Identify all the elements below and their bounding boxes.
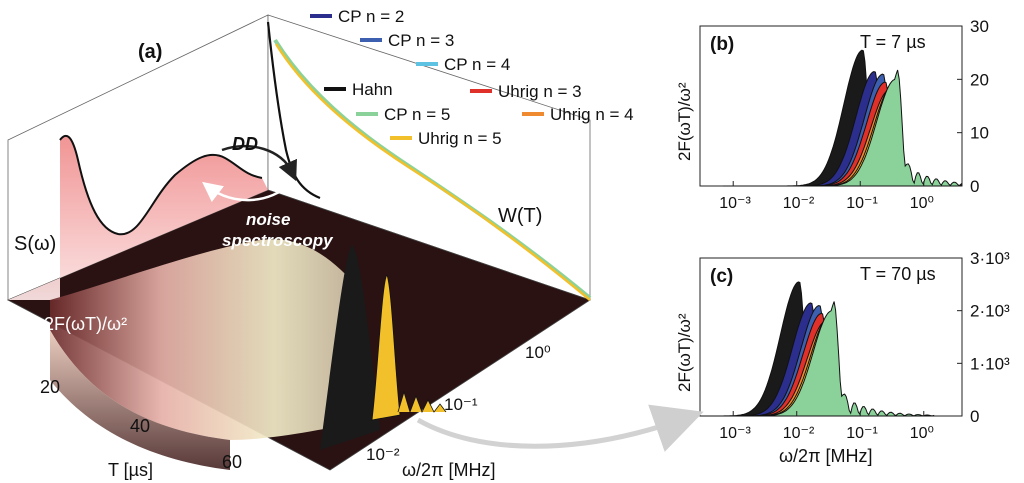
legend-label-7: Uhrig n = 5 bbox=[418, 129, 502, 148]
uhrig5-decay-curve bbox=[274, 43, 591, 301]
t-tick-20: 20 bbox=[40, 377, 60, 397]
noise-label: noise bbox=[246, 210, 290, 229]
y-tick-label: 20 bbox=[970, 70, 989, 89]
x-tick-label: 10⁻² bbox=[783, 195, 815, 212]
t-tick-60: 60 bbox=[222, 452, 242, 472]
legend-label-1: CP n = 3 bbox=[388, 31, 454, 50]
spectroscopy-label: spectroscopy bbox=[222, 231, 334, 250]
hahn-filter-peak bbox=[320, 245, 380, 450]
legend: CP n = 2 CP n = 3 CP n = 4 Hahn Uhrig n = 3 C… bbox=[310, 7, 634, 148]
dd-arrow bbox=[221, 144, 297, 182]
w-tick-0: 10⁻² bbox=[366, 445, 400, 464]
noise-arrow bbox=[202, 181, 293, 203]
spectrum-label: S(ω) bbox=[14, 233, 56, 255]
dd-label: DD bbox=[232, 134, 258, 154]
panel-a: 20 40 60 T [µs] 10⁻² 10⁻¹ 10⁰ ω/2π [MHz]… bbox=[7, 7, 634, 480]
y-tick-label: 0 bbox=[970, 177, 979, 196]
x-tick-label: 10⁰ bbox=[910, 425, 934, 442]
legend-label-3: Hahn bbox=[352, 80, 393, 99]
panel-a-label: (a) bbox=[138, 41, 162, 63]
spectrum-curve bbox=[59, 134, 263, 236]
w-tick-2: 10⁰ bbox=[525, 343, 551, 362]
panel-label: (c) bbox=[710, 266, 733, 287]
y-tick-label: 10 bbox=[970, 124, 989, 143]
connector-arrow bbox=[416, 404, 704, 452]
y-tick-label: 0 bbox=[970, 407, 979, 426]
time-annotation: T = 70 µs bbox=[860, 264, 936, 284]
dd-filter-peaks bbox=[371, 274, 401, 421]
x-axis-label: ω/2π [MHz] bbox=[779, 446, 872, 466]
x-tick-label: 10⁰ bbox=[910, 195, 934, 212]
filter-peak-cp-n-5 bbox=[755, 69, 962, 187]
dd-filter-ripples bbox=[397, 390, 447, 414]
panel-c: 10⁻³ 10⁻² 10⁻¹ 10⁰ 0 1·10³ 2·10³ 3·10³ 2F(ωT)/ω²… bbox=[675, 249, 1010, 466]
x-tick-label: 10⁻³ bbox=[719, 425, 751, 442]
panel-label: (b) bbox=[710, 34, 734, 55]
hahn-decay-curve bbox=[266, 21, 321, 200]
y-tick-label: 1·10³ bbox=[970, 354, 1010, 373]
t-tick-40: 40 bbox=[130, 416, 150, 436]
x-tick-label: 10⁻¹ bbox=[846, 195, 878, 212]
filter-surface-shade bbox=[50, 330, 230, 470]
x-tick-label: 10⁻¹ bbox=[846, 425, 878, 442]
legend-label-5: CP n = 5 bbox=[384, 105, 450, 124]
decoherence-label: W(T) bbox=[498, 205, 542, 227]
y-axis-label: 2F(ωT)/ω² bbox=[675, 82, 694, 161]
legend-label-2: CP n = 4 bbox=[444, 55, 510, 74]
y-tick-label: 30 bbox=[970, 17, 989, 36]
legend-label-0: CP n = 2 bbox=[338, 7, 404, 26]
filter-label: 2F(ωT)/ω² bbox=[44, 314, 127, 334]
x-tick-label: 10⁻² bbox=[783, 425, 815, 442]
legend-label-6: Uhrig n = 4 bbox=[550, 105, 634, 124]
x-tick-label: 10⁻³ bbox=[719, 195, 751, 212]
w-axis-label: ω/2π [MHz] bbox=[402, 460, 495, 480]
filter-surface bbox=[50, 239, 370, 440]
w-tick-1: 10⁻¹ bbox=[444, 395, 478, 414]
panel-b: 10⁻³ 10⁻² 10⁻¹ 10⁰ 0 10 20 30 2F(ωT)/ω² (b) T = 7 … bbox=[675, 17, 989, 212]
t-axis-label: T [µs] bbox=[108, 460, 153, 480]
filter-peak-cp-n-5 bbox=[701, 301, 935, 417]
y-tick-label: 2·10³ bbox=[970, 302, 1010, 321]
legend-label-4: Uhrig n = 3 bbox=[498, 82, 582, 101]
spectrum-fill bbox=[8, 135, 268, 300]
time-annotation: T = 7 µs bbox=[860, 32, 926, 52]
y-tick-label: 3·10³ bbox=[970, 249, 1010, 268]
y-axis-label: 2F(ωT)/ω² bbox=[675, 313, 694, 392]
